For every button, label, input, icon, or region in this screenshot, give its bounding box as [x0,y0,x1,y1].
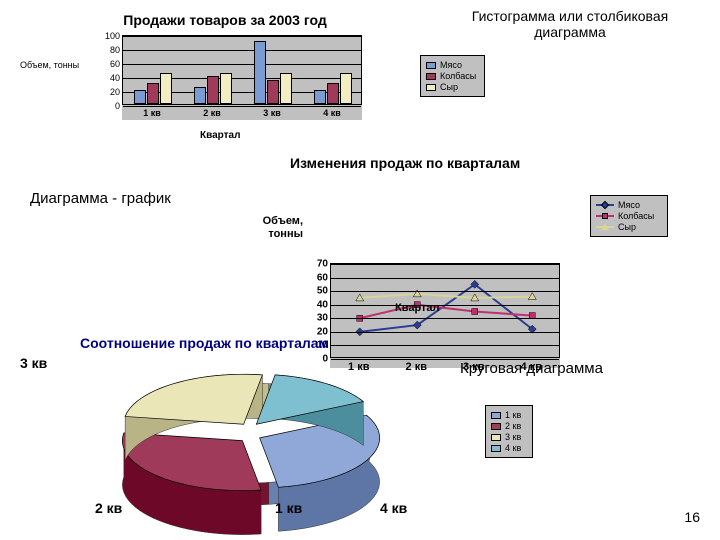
pie-legend-item: 1 кв [491,410,527,420]
bar-chart: 020406080100 1 кв2 кв3 кв4 кв [122,35,362,120]
bar [147,83,159,104]
bar [160,73,172,105]
line-ytick: 30 [317,313,328,324]
bar [194,87,206,105]
bar-x-axis-title: Квартал [200,130,240,141]
bar [207,76,219,104]
line-chart: 010203040506070 1 кв2 кв3 кв4 кв [330,263,560,368]
pie-chart [60,358,440,518]
pie-label-2kv: 2 кв [95,500,122,516]
bar [327,83,339,104]
line-legend-item: Колбасы [596,211,662,221]
pie-chart-title: Соотношение продаж по кварталам [80,335,329,351]
bar-legend-item: Мясо [426,60,479,70]
bar-y-axis-label: Объем, тонны [20,60,79,70]
bar-xtick: 3 кв [263,108,281,118]
pie-legend-item: 2 кв [491,421,527,431]
line-legend-item: Сыр [596,222,662,232]
page-number: 16 [684,509,700,525]
pie-label-4kv: 4 кв [380,500,407,516]
line-legend-item: Мясо [596,200,662,210]
line-legend: МясоКолбасыСыр [590,195,668,237]
bar-ytick: 40 [110,73,120,83]
line-y-label2: тонны [255,228,303,240]
line-y-label1: Объем, [255,215,303,227]
bar [340,73,352,105]
pie-legend-item: 3 кв [491,432,527,442]
bar [314,90,326,104]
bar-xtick: 4 кв [323,108,341,118]
bar-legend: МясоКолбасыСыр [420,55,485,97]
bar [254,41,266,104]
pie-label-1kv: 1 кв [275,500,302,516]
bar-xtick: 1 кв [143,108,161,118]
bar [134,90,146,104]
bar-ytick: 0 [115,101,120,111]
pie-legend-item: 4 кв [491,443,527,453]
bar-ytick: 100 [105,31,120,41]
line-ytick: 50 [317,286,328,297]
bar [267,80,279,105]
bar-ytick: 20 [110,87,120,97]
pie-chart-annotation: Круговая диаграмма [460,360,603,377]
line-ytick: 70 [317,259,328,270]
line-chart-title: Изменения продаж по кварталам [290,155,520,171]
bar [280,73,292,105]
pie-label-3kv: 3 кв [20,355,47,371]
line-ytick: 60 [317,272,328,283]
bar-chart-title: Продажи товаров за 2003 год [95,12,355,28]
bar-ytick: 60 [110,59,120,69]
bar-legend-item: Сыр [426,82,479,92]
bar [220,73,232,105]
line-x-axis-title: Квартал [395,302,440,314]
bar-legend-item: Колбасы [426,71,479,81]
bar-ytick: 80 [110,45,120,55]
pie-legend: 1 кв2 кв3 кв4 кв [485,405,533,458]
bar-xtick: 2 кв [203,108,221,118]
line-chart-annotation: Диаграмма - график [30,190,171,207]
bar-chart-annotation: Гистограмма или столбиковая диаграмма [450,8,690,40]
line-ytick: 40 [317,299,328,310]
